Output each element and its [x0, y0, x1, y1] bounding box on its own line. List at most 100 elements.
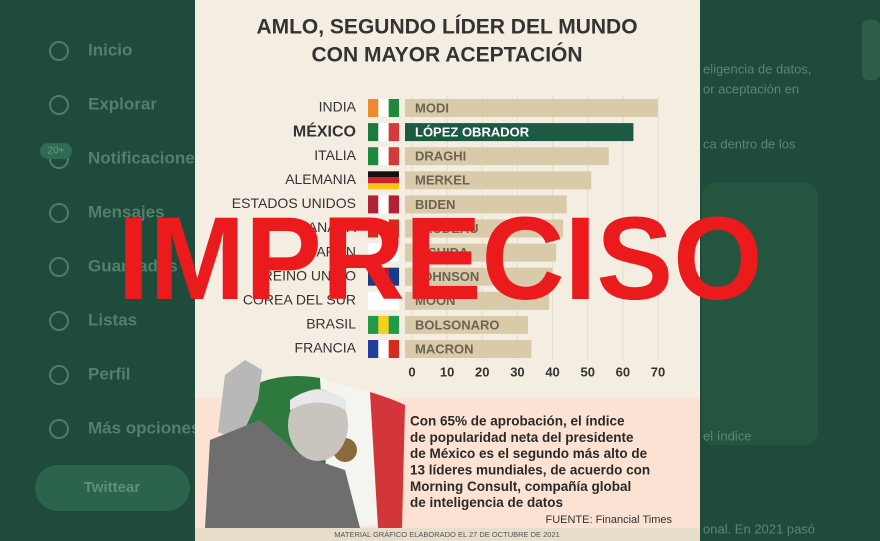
- bar-label: BIDEN: [415, 197, 455, 212]
- bar: [405, 315, 528, 334]
- flag-stripe: [378, 291, 389, 310]
- flag-stripe: [378, 315, 389, 334]
- nav-icon: [49, 311, 69, 331]
- nav-item[interactable]: Guardados: [88, 256, 178, 275]
- flag-stripe: [388, 291, 400, 310]
- flag-stripe: [378, 340, 389, 358]
- bar: [405, 243, 557, 262]
- x-tick-label: 0: [408, 364, 415, 379]
- tweet-text-fragment: onal. En 2021 pasó: [703, 521, 815, 536]
- y-tick-label: JAPÓN: [309, 243, 356, 259]
- nav-item[interactable]: Inicio: [88, 40, 132, 59]
- nav-item[interactable]: Perfil: [88, 364, 131, 383]
- caption-line: de popularidad neta del presidente: [410, 430, 634, 445]
- flag-stripe: [378, 267, 389, 286]
- caption-line: 13 líderes mundiales, de acuerdo con: [410, 462, 650, 477]
- flag-stripe: [378, 195, 389, 214]
- tweet-text-fragment: or aceptación en: [703, 81, 799, 96]
- x-tick-label: 60: [616, 364, 630, 379]
- flag-stripe: [368, 195, 379, 214]
- flag-stripe: [368, 267, 379, 286]
- badge: 20+: [48, 146, 65, 157]
- bar: [405, 267, 553, 286]
- bar: [405, 147, 609, 166]
- flag-stripe: [368, 177, 399, 184]
- tweet-button-label[interactable]: Twittear: [84, 479, 141, 496]
- bar: [405, 99, 659, 117]
- flag-stripe: [368, 99, 379, 117]
- bar-label: KISHIDA: [415, 245, 469, 260]
- x-tick-label: 40: [545, 364, 559, 379]
- bar: [405, 219, 564, 238]
- bar: [405, 123, 634, 142]
- flag-stripe: [378, 99, 389, 117]
- flag-stripe: [388, 315, 400, 334]
- nav-item[interactable]: Mensajes: [88, 202, 165, 221]
- flag-stripe: [368, 171, 399, 178]
- flag-stripe: [388, 267, 400, 286]
- bar-label: MACRON: [415, 341, 474, 356]
- stamp: IMPRECISO: [118, 193, 763, 325]
- footer-strip: [195, 528, 700, 541]
- nav-item[interactable]: Listas: [88, 310, 137, 329]
- right-column: eligencia de datos, or aceptación en ca de…: [703, 61, 815, 536]
- flag-stripe: [388, 219, 400, 238]
- nav-icon: [49, 419, 69, 439]
- chart-title: AMLO, SEGUNDO LÍDER DEL MUNDO: [256, 16, 637, 39]
- y-tick-label: MÉXICO: [293, 121, 356, 140]
- y-tick-label: ALEMANIA: [285, 171, 356, 187]
- bar: [405, 195, 567, 214]
- card: [702, 183, 818, 445]
- illustration: [205, 360, 405, 528]
- caption-line: Con 65% de aprobación, el índice: [410, 414, 625, 429]
- nav-item[interactable]: Más opciones: [88, 418, 200, 437]
- nav-icon: [49, 41, 69, 61]
- bar: [405, 340, 532, 358]
- sidebar: Inicio Explorar Notificaciones Mensajes Guar…: [40, 40, 204, 439]
- tweet-text-fragment: eligencia de datos,: [703, 61, 811, 76]
- flag-stripe: [368, 340, 379, 358]
- nav-icon: [49, 95, 69, 115]
- badge-bg: [40, 143, 72, 159]
- flag-stripe: [368, 147, 379, 166]
- y-tick-label: INDIA: [319, 99, 357, 115]
- scrollbar: [862, 20, 880, 80]
- bar-label: TRUDEAU: [415, 221, 479, 236]
- bar-label: DRAGHI: [415, 149, 466, 164]
- bar: [405, 171, 592, 190]
- flag-stripe: [368, 183, 399, 190]
- flag-stripe: [388, 99, 400, 117]
- tweet-button[interactable]: [35, 465, 190, 511]
- nav-icon: [49, 365, 69, 385]
- flag-stripe: [388, 243, 400, 262]
- flag-stripe: [378, 219, 389, 238]
- flag-stripe: [388, 195, 400, 214]
- plot: 0 10 20 30 40 50 60 70 INDIA MODI MÉXICO LÓPEZ OBRA…: [232, 96, 665, 379]
- x-tick-label: 70: [651, 364, 665, 379]
- nav-icon: [49, 257, 69, 277]
- flag-stripe: [388, 147, 400, 166]
- nav-item[interactable]: Notificaciones: [88, 148, 204, 167]
- caption-line: Morning Consult, compañía global: [410, 479, 631, 494]
- x-tick-label: 30: [510, 364, 524, 379]
- y-tick-label: CANADÁ: [298, 219, 357, 235]
- flag-stripe: [368, 219, 379, 238]
- nav-item[interactable]: Explorar: [88, 94, 157, 113]
- bar: [405, 291, 550, 310]
- bar-label: JOHNSON: [415, 269, 479, 284]
- flag-stripe: [388, 123, 400, 142]
- flag-stripe: [368, 315, 379, 334]
- y-tick-label: COREA DEL SUR: [243, 292, 356, 308]
- nav-icon: [49, 203, 69, 223]
- tweet-text-fragment: el índice: [703, 428, 751, 443]
- flag-stripe: [378, 123, 389, 142]
- flag-stripe: [368, 291, 379, 310]
- flag-stripe: [368, 123, 379, 142]
- y-tick-label: FRANCIA: [295, 340, 357, 356]
- x-tick-label: 20: [475, 364, 489, 379]
- flag-stripe: [368, 243, 379, 262]
- y-tick-label: REINO UNIDO: [263, 267, 356, 283]
- bar-label: MOON: [415, 293, 455, 308]
